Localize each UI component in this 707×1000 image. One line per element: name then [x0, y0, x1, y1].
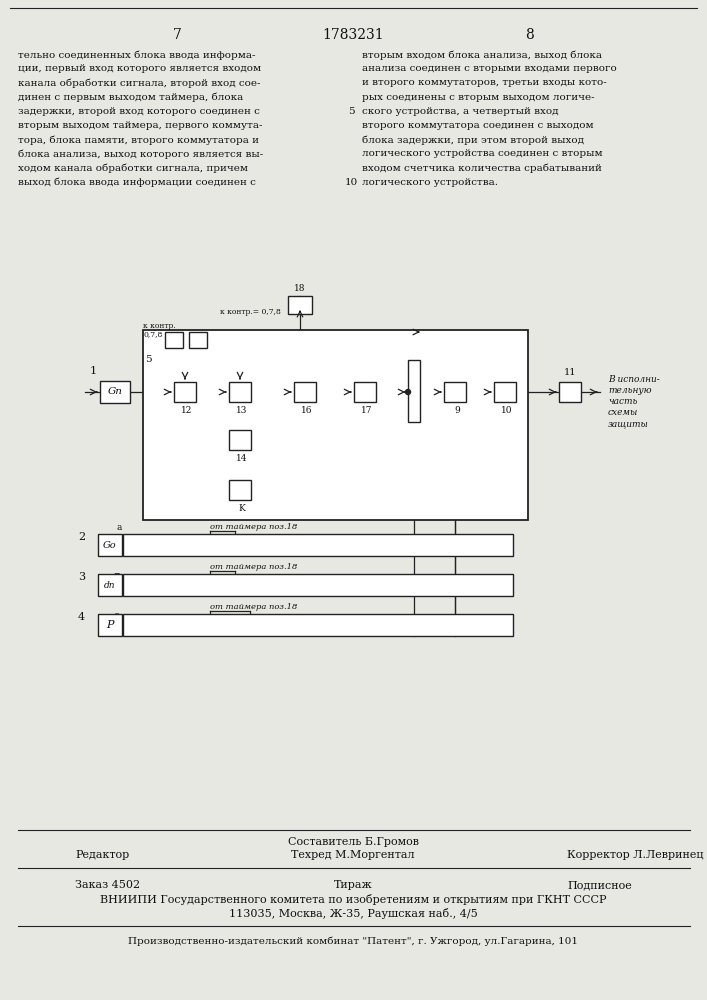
Text: Техред М.Моргентал: Техред М.Моргентал: [291, 850, 415, 860]
Bar: [98, 614, 122, 636]
Text: Производственно-издательский комбинат "Патент", г. Ужгород, ул.Гагарина, 101: Производственно-издательский комбинат "П…: [128, 936, 578, 946]
Text: a: a: [117, 523, 122, 532]
Text: a: a: [113, 532, 119, 542]
Text: второго коммутатора соединен с выходом: второго коммутатора соединен с выходом: [362, 121, 594, 130]
Text: Заказ 4502: Заказ 4502: [75, 880, 140, 890]
Bar: [229, 480, 251, 500]
Text: к контр.= 0,7,8: к контр.= 0,7,8: [220, 308, 281, 316]
Text: динен с первым выходом таймера, блока: динен с первым выходом таймера, блока: [18, 93, 243, 102]
Text: В исполни-: В исполни-: [608, 375, 660, 384]
Text: тельную: тельную: [608, 386, 651, 395]
Text: блока задержки, при этом второй выход: блока задержки, при этом второй выход: [362, 135, 584, 145]
Text: задержки, второй вход которого соединен с: задержки, второй вход которого соединен …: [18, 107, 260, 116]
Text: ции, первый вход которого является входом: ции, первый вход которого является входо…: [18, 64, 261, 73]
Text: 12: 12: [181, 406, 193, 415]
Text: 10: 10: [344, 178, 358, 187]
Text: 5: 5: [348, 107, 354, 116]
Text: ВНИИПИ Государственного комитета по изобретениям и открытиям при ГКНТ СССР: ВНИИПИ Государственного комитета по изоб…: [100, 894, 606, 905]
Text: 18: 18: [294, 284, 305, 293]
Text: Корректор Л.Левринец: Корректор Л.Левринец: [567, 850, 703, 860]
Text: часть: часть: [608, 397, 638, 406]
Text: 8: 8: [113, 612, 119, 621]
Bar: [189, 332, 207, 348]
Bar: [123, 534, 513, 556]
Text: 7: 7: [112, 572, 119, 582]
Text: к контр.: к контр.: [143, 322, 176, 330]
Text: Go: Go: [103, 540, 117, 550]
Bar: [143, 330, 528, 520]
Text: защиты: защиты: [608, 419, 649, 428]
Text: dn: dn: [104, 580, 116, 589]
Text: входом счетчика количества срабатываний: входом счетчика количества срабатываний: [362, 164, 602, 173]
Text: от таймера поз.18: от таймера поз.18: [210, 523, 298, 531]
Text: P: P: [106, 620, 114, 630]
Bar: [559, 382, 581, 402]
Text: 2: 2: [78, 532, 85, 542]
Bar: [408, 360, 420, 422]
Text: канала обработки сигнала, второй вход сое-: канала обработки сигнала, второй вход со…: [18, 78, 260, 88]
Text: вторым входом блока анализа, выход блока: вторым входом блока анализа, выход блока: [362, 50, 602, 60]
Text: логического устройства.: логического устройства.: [362, 178, 498, 187]
Text: ского устройства, а четвертый вход: ского устройства, а четвертый вход: [362, 107, 559, 116]
Text: от таймера поз.18: от таймера поз.18: [210, 603, 298, 611]
Text: 10: 10: [501, 406, 513, 415]
Bar: [165, 332, 183, 348]
Bar: [123, 574, 513, 596]
Text: от таймера поз.18: от таймера поз.18: [210, 563, 298, 571]
Text: 3: 3: [78, 572, 85, 582]
Bar: [98, 534, 122, 556]
Text: вторым выходом таймера, первого коммута-: вторым выходом таймера, первого коммута-: [18, 121, 262, 130]
Text: 113035, Москва, Ж-35, Раушская наб., 4/5: 113035, Москва, Ж-35, Раушская наб., 4/5: [228, 908, 477, 919]
Text: 13: 13: [236, 406, 247, 415]
Text: Подписное: Подписное: [568, 880, 632, 890]
Text: Gn: Gn: [107, 387, 122, 396]
Text: рых соединены с вторым выходом логиче-: рых соединены с вторым выходом логиче-: [362, 93, 595, 102]
Text: Составитель Б.Громов: Составитель Б.Громов: [288, 837, 419, 847]
Text: 8: 8: [525, 28, 534, 42]
Bar: [494, 382, 516, 402]
Bar: [444, 382, 466, 402]
Text: K: K: [238, 504, 245, 513]
Text: 5: 5: [146, 356, 152, 364]
Text: 1783231: 1783231: [322, 28, 384, 42]
Text: 14: 14: [236, 454, 247, 463]
Bar: [174, 382, 196, 402]
Bar: [98, 574, 122, 596]
Bar: [229, 382, 251, 402]
Text: 1: 1: [90, 366, 97, 376]
Text: 0,7,8: 0,7,8: [143, 330, 163, 338]
Circle shape: [406, 389, 411, 394]
Text: Тираж: Тираж: [334, 880, 373, 890]
Bar: [100, 381, 130, 403]
Text: 9: 9: [454, 406, 460, 415]
Text: логического устройства соединен с вторым: логического устройства соединен с вторым: [362, 149, 602, 158]
Bar: [123, 614, 513, 636]
Text: анализа соединен с вторыми входами первого: анализа соединен с вторыми входами перво…: [362, 64, 617, 73]
Text: выход блока ввода информации соединен с: выход блока ввода информации соединен с: [18, 178, 256, 187]
Bar: [354, 382, 376, 402]
Text: 7: 7: [173, 28, 182, 42]
Text: ходом канала обработки сигнала, причем: ходом канала обработки сигнала, причем: [18, 164, 248, 173]
Text: 16: 16: [301, 406, 312, 415]
Text: тельно соединенных блока ввода информа-: тельно соединенных блока ввода информа-: [18, 50, 255, 60]
Text: 11: 11: [563, 368, 576, 377]
Text: Редактор: Редактор: [75, 850, 129, 860]
Text: блока анализа, выход которого является вы-: блока анализа, выход которого является в…: [18, 149, 263, 159]
Bar: [288, 296, 312, 314]
Text: тора, блока памяти, второго коммутатора и: тора, блока памяти, второго коммутатора …: [18, 135, 259, 145]
Text: 4: 4: [78, 612, 85, 622]
Text: схемы: схемы: [608, 408, 638, 417]
Bar: [294, 382, 316, 402]
Text: и второго коммутаторов, третьи входы кото-: и второго коммутаторов, третьи входы кот…: [362, 78, 607, 87]
Text: 17: 17: [361, 406, 373, 415]
Bar: [229, 430, 251, 450]
